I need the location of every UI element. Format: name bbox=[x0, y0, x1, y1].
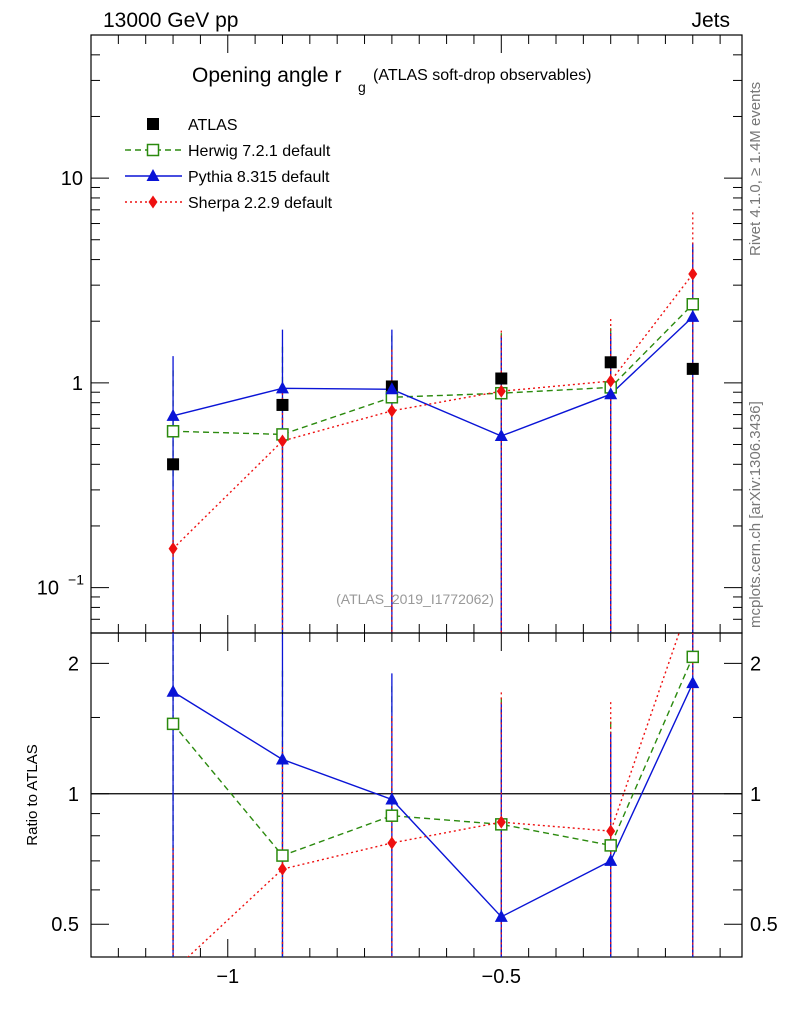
ratio-y-tick-label-right: 2 bbox=[750, 653, 761, 675]
ratio-y-tick-label-right: 0.5 bbox=[750, 914, 778, 936]
ratio-y-label: Ratio to ATLAS bbox=[24, 744, 41, 845]
ratio-point-pythia bbox=[686, 676, 700, 689]
process-label: 13000 GeV pp bbox=[103, 9, 239, 32]
chart-title: Opening angle r bbox=[192, 64, 341, 87]
data-point-sherpa bbox=[168, 542, 178, 556]
y-tick-label-1: 1 bbox=[72, 373, 83, 395]
data-point-herwig bbox=[686, 298, 700, 311]
legend-marker-atlas bbox=[147, 118, 159, 130]
main-panel: 10 1 10 −1 Opening angle r g (ATLAS soft-drop … bbox=[37, 34, 743, 634]
y-tick-label-0.1-exponent: −1 bbox=[68, 572, 84, 588]
ratio-panel: −1 −0.5 2 2 1 1 0.5 0.5 Ratio to ATLAS bbox=[24, 632, 778, 988]
legend-marker-herwig bbox=[146, 143, 160, 157]
ratio-point-herwig bbox=[385, 809, 399, 822]
ratio-line-herwig bbox=[172, 656, 694, 857]
data-point-atlas bbox=[686, 362, 699, 375]
data-point-sherpa bbox=[277, 434, 287, 448]
ratio-point-sherpa bbox=[387, 836, 397, 850]
legend-marker-pythia bbox=[146, 169, 160, 181]
data-point-sherpa bbox=[496, 384, 506, 398]
data-point-pythia bbox=[385, 382, 399, 395]
ratio-line-pythia bbox=[172, 682, 694, 918]
legend: ATLAS Herwig 7.2.1 default Pythia 8.315 de… bbox=[125, 117, 333, 212]
ratio-point-pythia bbox=[604, 853, 618, 866]
ratio-point-sherpa bbox=[277, 862, 287, 876]
legend-label-atlas: ATLAS bbox=[188, 117, 238, 134]
ratio-point-pythia bbox=[166, 684, 180, 697]
data-point-herwig bbox=[166, 425, 180, 438]
ratio-y-tick-label: 0.5 bbox=[51, 914, 79, 936]
data-point-atlas bbox=[276, 398, 289, 411]
ratio-point-herwig bbox=[276, 849, 289, 862]
legend-label-sherpa: Sherpa 2.2.9 default bbox=[188, 195, 333, 212]
data-point-pythia bbox=[275, 381, 289, 394]
ratio-y-tick-label: 2 bbox=[68, 653, 79, 675]
x-tick-label-neg05: −0.5 bbox=[482, 966, 521, 988]
series-line-sherpa bbox=[172, 273, 694, 550]
ratio-y-tick-label-right: 1 bbox=[750, 784, 761, 806]
ratio-point-pythia bbox=[275, 752, 289, 765]
ratio-point-pythia bbox=[494, 909, 508, 922]
data-point-pythia bbox=[604, 387, 618, 400]
analysis-watermark: (ATLAS_2019_I1772062) bbox=[336, 591, 494, 607]
legend-label-pythia: Pythia 8.315 default bbox=[188, 169, 330, 186]
data-point-sherpa bbox=[688, 267, 698, 281]
ratio-point-sherpa bbox=[169, 964, 178, 977]
data-point-sherpa bbox=[387, 404, 397, 418]
ratio-point-sherpa bbox=[496, 815, 506, 829]
ratio-y-tick-label: 1 bbox=[68, 784, 79, 806]
data-point-pythia bbox=[166, 408, 180, 421]
chart-title-suffix: (ATLAS soft-drop observables) bbox=[373, 67, 591, 84]
y-tick-label-10: 10 bbox=[61, 168, 83, 190]
ratio-point-pythia bbox=[385, 792, 399, 805]
ratio-series-layer bbox=[166, 633, 700, 977]
ratio-point-herwig bbox=[604, 839, 617, 852]
x-tick-label-neg1: −1 bbox=[216, 966, 239, 988]
data-point-atlas bbox=[604, 356, 617, 369]
series-line-herwig bbox=[173, 303, 694, 436]
legend-marker-sherpa bbox=[148, 195, 158, 209]
ratio-line-sherpa bbox=[187, 633, 680, 957]
data-point-pythia bbox=[686, 309, 700, 322]
y-tick-label-0.1: 10 bbox=[37, 578, 59, 600]
data-point-pythia bbox=[494, 428, 508, 441]
series-line-pythia bbox=[172, 316, 694, 437]
data-point-sherpa bbox=[606, 374, 616, 388]
ratio-point-herwig bbox=[686, 650, 700, 664]
main-series-layer bbox=[166, 212, 700, 633]
category-label: Jets bbox=[691, 9, 730, 32]
legend-label-herwig: Herwig 7.2.1 default bbox=[188, 143, 331, 160]
ratio-point-herwig bbox=[166, 717, 180, 731]
ratio-frame bbox=[90, 632, 743, 958]
data-point-atlas bbox=[167, 458, 180, 471]
data-point-atlas bbox=[495, 372, 508, 385]
chart-title-subscript: g bbox=[358, 79, 366, 95]
ratio-point-sherpa bbox=[606, 824, 616, 838]
